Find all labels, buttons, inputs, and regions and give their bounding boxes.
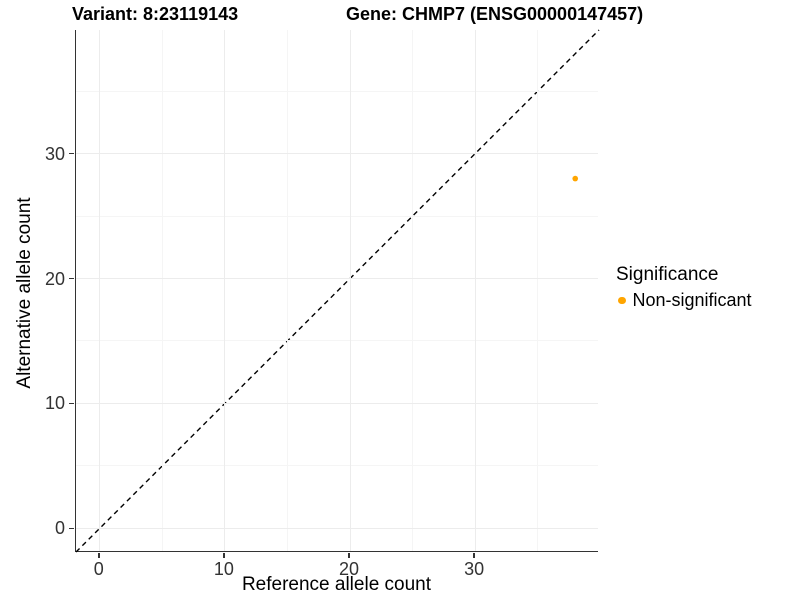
major-gridline-v	[99, 30, 101, 551]
gene-title: Gene: CHMP7 (ENSG00000147457)	[346, 4, 644, 24]
minor-gridline-v	[286, 30, 288, 551]
major-gridline-v	[224, 30, 226, 551]
legend-title: Significance	[616, 264, 719, 285]
minor-gridline-v	[537, 30, 539, 551]
legend-item-label: Non-significant	[632, 290, 752, 310]
minor-gridline-h	[76, 340, 598, 342]
x-axis-title: Reference allele count	[241, 574, 432, 595]
x-tick-label: 30	[464, 559, 485, 579]
x-tick-mark	[348, 553, 350, 558]
minor-gridline-v	[161, 30, 163, 551]
x-tick-mark	[473, 553, 475, 558]
x-tick-label: 0	[93, 559, 104, 579]
minor-gridline-h	[76, 215, 598, 217]
y-tick-mark	[69, 527, 74, 530]
major-gridline-h	[76, 402, 598, 404]
legend-items: Non-significant	[616, 290, 752, 310]
y-tick-mark	[69, 152, 74, 155]
major-gridline-v	[474, 30, 476, 551]
x-tick-label: 10	[213, 559, 234, 579]
plot-layer	[75, 29, 600, 553]
y-tick-label: 0	[54, 518, 65, 539]
y-tick-label: 30	[44, 143, 65, 164]
y-axis-title: Alternative allele count	[14, 197, 35, 389]
y-tick-mark	[69, 402, 74, 405]
y-tick-label: 20	[44, 268, 65, 289]
legend: Significance Non-significant	[616, 264, 752, 310]
minor-gridline-v	[412, 30, 414, 551]
x-tick-label: 20	[338, 559, 360, 579]
y-tick-mark	[69, 277, 74, 280]
plot-panel	[75, 29, 600, 553]
legend-key-dot	[618, 296, 626, 305]
major-gridline-h	[76, 278, 598, 279]
legend-item: Non-significant	[616, 290, 752, 310]
major-gridline-v	[349, 30, 351, 551]
minor-gridline-h	[76, 90, 598, 92]
x-tick-mark	[223, 553, 225, 558]
data-point	[572, 175, 579, 182]
identity-line	[75, 29, 600, 553]
major-gridline-h	[76, 153, 598, 155]
variant-title: Variant: 8:23119143	[72, 4, 239, 24]
major-gridline-h	[76, 527, 598, 529]
minor-gridline-h	[76, 465, 598, 467]
x-tick-mark	[98, 553, 100, 558]
y-tick-label: 10	[44, 393, 65, 414]
